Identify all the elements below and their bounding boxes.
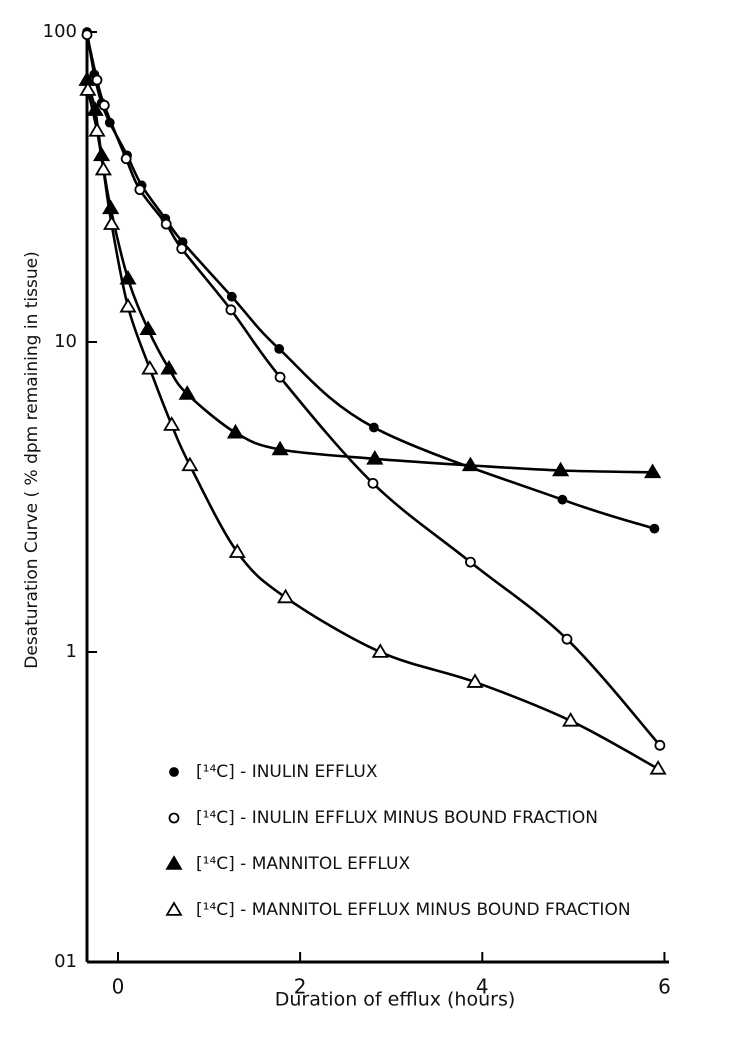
data-point [557,494,568,505]
data-point [160,218,172,230]
y-tick-label: 100 [43,21,77,42]
data-point [562,711,580,727]
data-point [81,29,93,41]
data-point [276,588,295,604]
data-point [139,320,157,335]
x-tick-label: 2 [294,975,307,999]
data-point [163,416,181,431]
legend-label: [¹⁴C] - INULIN EFFLUX [196,762,378,782]
data-point [465,556,476,568]
data-point [181,456,199,472]
data-point [274,371,286,383]
legend-symbol [165,855,183,870]
data-point [103,215,121,230]
data-point [371,643,389,658]
data-point [369,422,379,433]
data-point [271,440,289,456]
series-line [85,34,661,747]
data-point [120,153,132,165]
data-point [228,543,246,558]
y-tick-label: 01 [54,951,77,972]
data-point [160,359,178,375]
data-point [649,760,667,775]
x-tick-label: 6 [658,975,671,999]
data-point [119,269,137,285]
data-point [367,477,379,489]
data-point [94,160,112,176]
legend-label: [¹⁴C] - MANNITOL EFFLUX [196,854,410,874]
data-point [552,461,570,477]
data-point [649,523,660,534]
legend-symbol [168,812,180,824]
y-axis-label: Desaturation Curve ( % dpm remaining in … [22,251,42,668]
x-tick-label: 0 [112,975,125,999]
y-tick-label: 1 [66,641,77,662]
data-point [366,450,384,465]
x-axis-label: Duration of efflux (hours) [275,989,516,1011]
series-line [85,79,653,474]
data-point [141,359,159,375]
data-point [461,456,480,472]
data-point [79,81,97,96]
data-point [654,739,666,751]
series-line [85,31,655,530]
data-point [178,385,196,400]
data-point [644,463,662,479]
data-point [119,297,137,313]
data-point [176,243,188,255]
data-point [134,184,146,196]
x-tick-label: 4 [476,975,489,999]
legend-label: [¹⁴C] - MANNITOL EFFLUX MINUS BOUND FRAC… [196,900,631,920]
data-point [226,291,237,302]
data-point [561,633,573,645]
legend-label: [¹⁴C] - INULIN EFFLUX MINUS BOUND FRACTI… [196,808,598,828]
data-point [226,423,245,439]
legend-symbol [169,767,179,777]
legend-symbol [165,901,183,916]
y-tick-label: 10 [54,331,77,352]
data-point [98,99,110,111]
data-point [225,304,237,316]
data-point [88,122,106,137]
data-point [274,344,285,354]
data-point [91,74,103,86]
data-point [466,673,484,688]
